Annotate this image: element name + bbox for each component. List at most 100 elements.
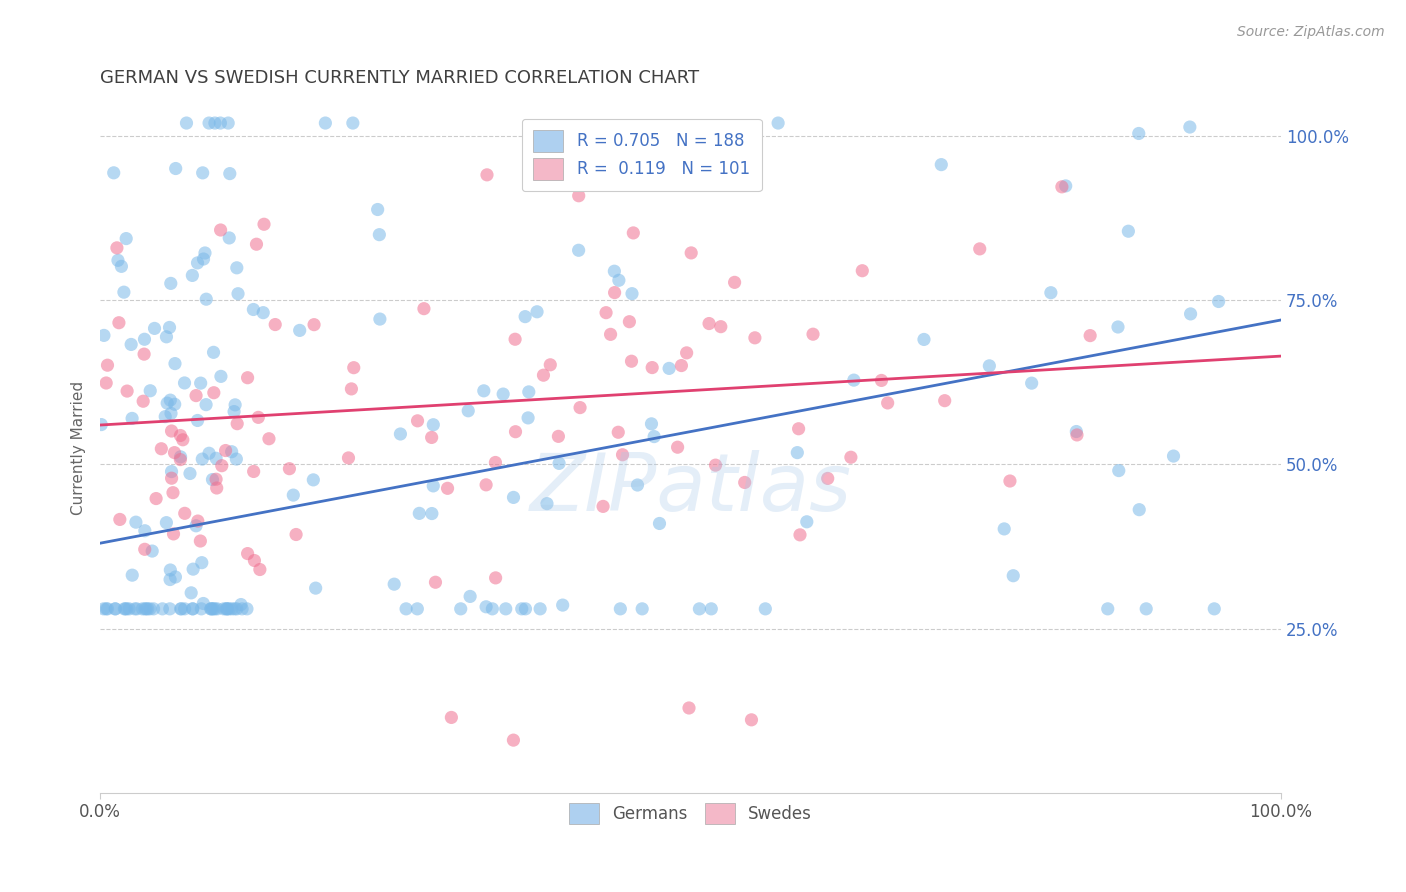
Point <box>159 563 181 577</box>
Point <box>678 701 700 715</box>
Point <box>502 491 524 505</box>
Point <box>1178 120 1201 134</box>
Point <box>103 166 125 180</box>
Point <box>1050 179 1073 194</box>
Point <box>96 602 118 616</box>
Point <box>160 465 183 479</box>
Point <box>226 417 249 431</box>
Point <box>118 602 141 616</box>
Point <box>285 527 308 541</box>
Point <box>568 244 591 258</box>
Point <box>969 242 991 256</box>
Y-axis label: Currently Married: Currently Married <box>72 381 86 515</box>
Point <box>243 553 266 567</box>
Point <box>104 602 127 616</box>
Point <box>134 524 156 538</box>
Point <box>139 602 162 616</box>
Point <box>152 602 174 616</box>
Point <box>159 277 181 291</box>
Point <box>801 327 824 342</box>
Point <box>195 292 218 306</box>
Point <box>1097 602 1119 616</box>
Point <box>242 465 264 479</box>
Point <box>159 573 181 587</box>
Point <box>120 337 142 351</box>
Point <box>621 226 644 240</box>
Point <box>202 385 225 400</box>
Point <box>704 458 727 472</box>
Point <box>221 444 243 458</box>
Point <box>1180 307 1202 321</box>
Point <box>458 590 481 604</box>
Point <box>236 602 259 616</box>
Point <box>112 602 135 616</box>
Point <box>242 302 264 317</box>
Point <box>132 394 155 409</box>
Point <box>502 733 524 747</box>
Point <box>193 252 215 266</box>
Point <box>796 515 818 529</box>
Point <box>163 397 186 411</box>
Point <box>236 370 259 384</box>
Point <box>495 602 517 616</box>
Point <box>173 376 195 390</box>
Point <box>302 473 325 487</box>
Point <box>568 188 591 202</box>
Point <box>485 571 508 585</box>
Point <box>592 500 614 514</box>
Point <box>181 602 204 616</box>
Point <box>247 410 270 425</box>
Point <box>104 602 127 616</box>
Point <box>671 359 693 373</box>
Point <box>215 602 238 616</box>
Point <box>305 581 328 595</box>
Point <box>1066 428 1088 442</box>
Point <box>172 433 194 447</box>
Point <box>165 570 187 584</box>
Point <box>288 323 311 337</box>
Point <box>681 246 703 260</box>
Point <box>1128 502 1150 516</box>
Point <box>492 387 515 401</box>
Point <box>533 368 555 383</box>
Point <box>513 310 536 324</box>
Point <box>450 602 472 616</box>
Point <box>979 359 1001 373</box>
Point <box>195 398 218 412</box>
Point <box>395 602 418 616</box>
Point <box>569 401 592 415</box>
Point <box>1108 464 1130 478</box>
Point <box>422 417 444 432</box>
Point <box>503 332 526 346</box>
Point <box>264 318 287 332</box>
Point <box>201 602 224 616</box>
Point <box>425 575 447 590</box>
Point <box>766 116 789 130</box>
Point <box>163 445 186 459</box>
Point <box>202 602 225 616</box>
Point <box>724 146 747 161</box>
Point <box>155 516 177 530</box>
Point <box>475 599 498 614</box>
Point <box>1066 425 1088 439</box>
Point <box>187 413 209 427</box>
Point <box>173 506 195 520</box>
Point <box>249 562 271 576</box>
Point <box>1208 294 1230 309</box>
Point <box>526 305 548 319</box>
Point <box>218 231 240 245</box>
Point <box>406 602 429 616</box>
Point <box>209 369 232 384</box>
Point <box>190 376 212 391</box>
Point <box>217 602 239 616</box>
Point <box>314 116 336 130</box>
Point <box>124 602 146 616</box>
Point <box>754 602 776 616</box>
Point <box>200 602 222 616</box>
Point <box>121 411 143 425</box>
Point <box>162 527 184 541</box>
Point <box>160 471 183 485</box>
Point <box>420 507 443 521</box>
Point <box>184 518 207 533</box>
Point <box>368 312 391 326</box>
